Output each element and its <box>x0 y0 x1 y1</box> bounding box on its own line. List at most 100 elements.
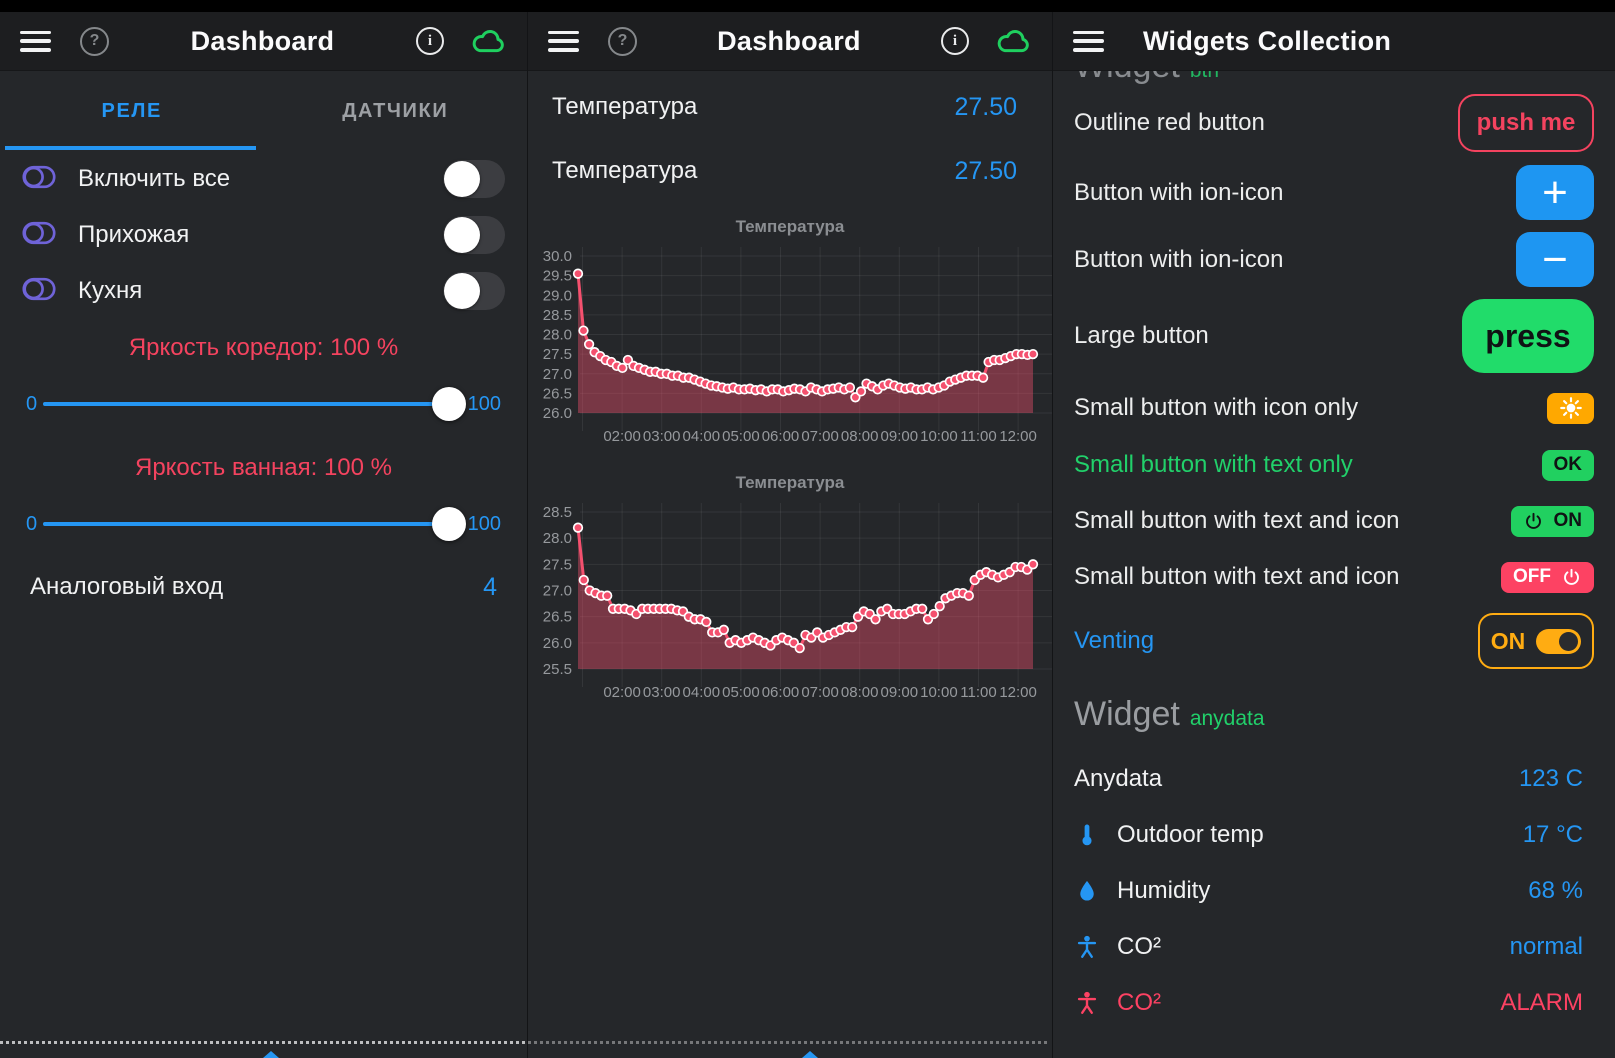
svg-text:09:00: 09:00 <box>881 684 919 701</box>
slider-group: Яркость ванная: 100 % 0 100 <box>0 447 527 559</box>
slider-track <box>43 522 462 526</box>
help-icon[interactable]: ? <box>80 26 109 56</box>
toggle-icon <box>22 221 56 244</box>
svg-text:29.0: 29.0 <box>543 287 572 304</box>
sensor-label: Температура <box>552 93 698 120</box>
info-icon[interactable]: i <box>416 27 444 55</box>
svg-text:10:00: 10:00 <box>920 684 958 701</box>
slider-thumb[interactable] <box>431 507 466 541</box>
switch-knob <box>444 273 480 309</box>
widget-heading-title: Widget <box>1074 695 1180 733</box>
cutoff-icon-tip <box>802 1051 818 1058</box>
widget-button-label: Small button with icon only <box>1074 394 1359 421</box>
venting-toggle-knob <box>1559 631 1579 651</box>
panel-widgets-collection: Widgets Collection Widget btn Outline red… <box>1052 12 1615 1058</box>
tab-sensors[interactable]: ДАТЧИКИ <box>342 99 449 122</box>
ok-button[interactable]: OK <box>1541 449 1594 481</box>
switch-knob <box>444 217 480 253</box>
widget-data-row: Anydata 123 C <box>1053 751 1615 807</box>
menu-icon[interactable] <box>548 30 579 52</box>
svg-text:08:00: 08:00 <box>841 428 879 445</box>
power-icon <box>1525 512 1541 529</box>
slider-label: Яркость ванная: 100 % <box>134 454 393 481</box>
toggle-switch[interactable] <box>443 216 505 254</box>
switch-row-label: Прихожая <box>78 221 190 248</box>
widget-button-row: Small button with icon only <box>1053 379 1615 437</box>
sensor-value: 27.50 <box>954 92 1017 121</box>
widget-button-label: Outline red button <box>1074 109 1265 136</box>
widget-data-row: CO² ALARM <box>1053 975 1615 1031</box>
minus-button[interactable]: − <box>1516 232 1594 287</box>
droplet-icon <box>1080 880 1094 901</box>
push-me-button[interactable]: push me <box>1458 94 1594 152</box>
menu-icon[interactable] <box>20 30 51 52</box>
svg-text:26.0: 26.0 <box>543 635 572 652</box>
slider-thumb[interactable] <box>431 387 466 421</box>
off-button[interactable]: OFF <box>1501 561 1594 593</box>
slider-min-label: 0 <box>26 512 38 535</box>
widget-anydata-heading: Widget anydata <box>1074 695 1615 739</box>
page-title: Dashboard <box>190 25 335 56</box>
toggle-switch[interactable] <box>443 272 505 310</box>
panel-dashboard-sensors: ? Dashboard i Температура 27.50 Температур… <box>527 12 1052 1058</box>
temperature-chart: 02:00 03:00 04:00 05:00 06:00 07:00 08:00 09:00… <box>543 503 1052 701</box>
widget-data-row: CO² normal <box>1053 919 1615 975</box>
menu-icon[interactable] <box>1073 30 1104 52</box>
header: ? Dashboard i <box>0 12 527 71</box>
page-title: Dashboard <box>717 25 861 56</box>
info-icon[interactable]: i <box>941 27 969 55</box>
slider-row: 0 100 <box>0 369 527 439</box>
bottom-dotted-divider <box>0 1041 527 1044</box>
toggle-switch[interactable] <box>443 160 505 198</box>
switch-row-label: Кухня <box>78 277 143 304</box>
header: ? Dashboard i <box>528 12 1052 71</box>
plus-button[interactable]: + <box>1516 165 1594 220</box>
analog-input-value: 4 <box>483 572 497 601</box>
sun-button[interactable] <box>1547 392 1594 424</box>
charts: Температура 02:00 03:00 04:00 05:00 06:00 07:0… <box>528 217 1052 711</box>
active-tab-underline <box>5 146 256 150</box>
svg-text:28.5: 28.5 <box>543 307 572 324</box>
svg-text:03:00: 03:00 <box>643 684 681 701</box>
person-icon <box>1077 991 1097 1014</box>
sensor-value-row: Температура 27.50 <box>528 143 1052 199</box>
widget-button-row: Large button press <box>1053 293 1615 379</box>
slider-list: Яркость коредор: 100 % 0 100 Яркость ванная… <box>0 327 527 559</box>
slider-row: 0 100 <box>0 489 527 559</box>
switch-row: Прихожая <box>0 207 527 263</box>
svg-text:30.0: 30.0 <box>543 248 572 265</box>
page-title: Widgets Collection <box>1143 25 1392 56</box>
thermometer-icon <box>1082 824 1092 846</box>
tab-relays[interactable]: РЕЛЕ <box>101 99 162 122</box>
svg-text:07:00: 07:00 <box>801 428 839 445</box>
on-button[interactable]: ON <box>1510 505 1594 537</box>
sun-icon <box>1559 397 1582 419</box>
widget-button-row: Small button with text and icon ON <box>1053 493 1615 549</box>
help-icon[interactable]: ? <box>608 26 637 56</box>
venting-toggle[interactable] <box>1536 628 1582 654</box>
slider[interactable] <box>43 384 466 424</box>
sensor-label: Температура <box>552 157 698 184</box>
svg-text:06:00: 06:00 <box>762 428 800 445</box>
widget-data-value: 68 % <box>1528 877 1583 904</box>
toggle-icon <box>22 277 56 306</box>
widget-button-label: Button with ion-icon <box>1074 245 1284 273</box>
widget-data-label: Humidity <box>1117 877 1211 904</box>
svg-text:10:00: 10:00 <box>920 428 958 445</box>
clipped-heading-title: Widget <box>1074 71 1180 85</box>
svg-text:29.5: 29.5 <box>543 268 572 285</box>
widget-data-label: Anydata <box>1074 765 1163 792</box>
slider-max-label: 100 <box>467 392 501 415</box>
small-button-text: OFF <box>1513 566 1551 587</box>
cutoff-icon-tip <box>263 1051 279 1058</box>
widget-data-label: Outdoor temp <box>1117 821 1264 848</box>
analog-input-label: Аналоговый вход <box>30 573 224 600</box>
svg-text:04:00: 04:00 <box>683 684 721 701</box>
chart-title: Температура <box>735 217 845 236</box>
slider[interactable] <box>43 504 466 544</box>
slider-max-label: 100 <box>467 512 501 535</box>
status-bar <box>0 0 1615 12</box>
press-button[interactable]: press <box>1462 299 1594 373</box>
venting-toggle-button[interactable]: ON <box>1478 613 1594 669</box>
svg-text:08:00: 08:00 <box>841 684 879 701</box>
